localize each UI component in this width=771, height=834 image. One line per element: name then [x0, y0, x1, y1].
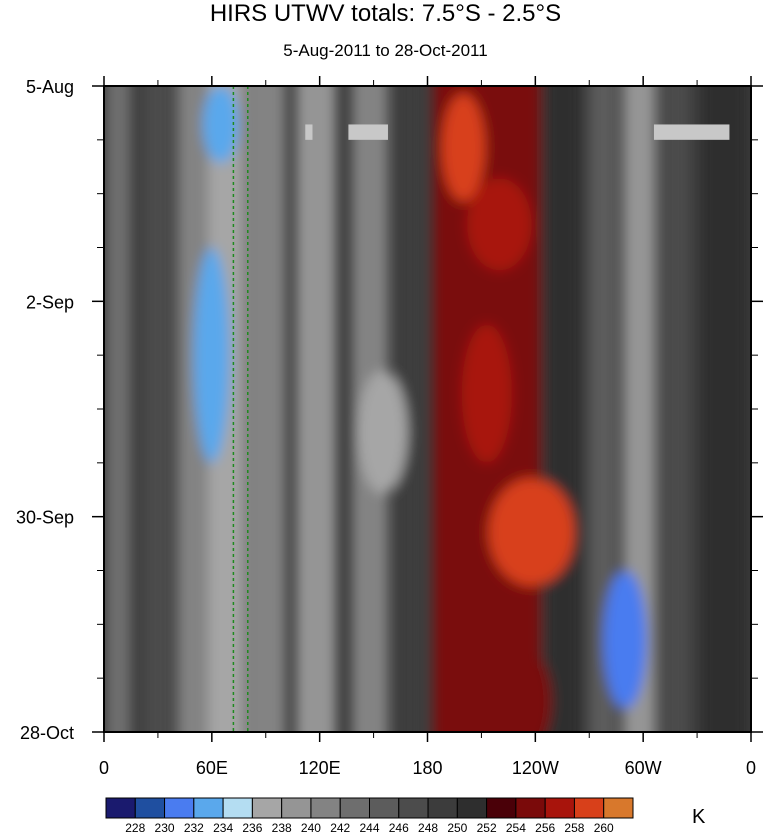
- chart-subtitle: 5-Aug-2011 to 28-Oct-2011: [283, 41, 488, 60]
- colorbar-label-260: 260: [594, 821, 614, 834]
- contour-field: [104, 86, 751, 732]
- x-tick-label-3: 180: [412, 758, 442, 778]
- colorbar-label-242: 242: [330, 821, 350, 834]
- colorbar-swatch-17: [603, 797, 634, 819]
- colorbar-swatch-13: [486, 797, 517, 819]
- field-band-5: [296, 86, 336, 732]
- field-anomaly-2: [461, 324, 512, 463]
- colorbar-swatch-9: [369, 797, 400, 819]
- colorbar-label-252: 252: [477, 821, 497, 834]
- x-tick-label-1: 60E: [196, 758, 228, 778]
- colorbar-swatch-14: [515, 797, 546, 819]
- field-anomaly-8: [357, 370, 408, 494]
- colorbar-swatch-3: [193, 797, 224, 819]
- colorbar-swatch-2: [164, 797, 195, 819]
- colorbar-swatch-0: [105, 797, 136, 819]
- colorbar-label-256: 256: [535, 821, 555, 834]
- colorbar-swatch-5: [251, 797, 283, 819]
- missing-data-patch-1: [348, 124, 388, 140]
- y-tick-label-2: 30-Sep: [16, 508, 74, 528]
- colorbar-swatch-7: [310, 797, 341, 819]
- colorbar-swatch-11: [427, 797, 458, 819]
- colorbar: 228 230 232 234 236 238 240 242 244 246 248 250 252 2…: [105, 797, 634, 834]
- colorbar-swatch-1: [134, 797, 166, 819]
- colorbar-label-258: 258: [564, 821, 584, 834]
- field-anomaly-3: [488, 478, 575, 586]
- colorbar-swatch-6: [281, 797, 312, 819]
- field-band-0: [105, 86, 131, 732]
- colorbar-label-236: 236: [242, 821, 262, 834]
- field-band-10: [544, 86, 581, 732]
- x-tick-label-2: 120E: [299, 758, 341, 778]
- x-tick-label-4: 120W: [512, 758, 559, 778]
- field-band-13: [661, 86, 690, 732]
- field-anomaly-7: [202, 86, 239, 163]
- y-tick-label-0: 5-Aug: [26, 77, 74, 97]
- colorbar-swatch-12: [456, 797, 488, 819]
- colorbar-swatch-16: [573, 797, 605, 819]
- field-anomaly-5: [193, 247, 230, 463]
- x-tick-label-6: 0: [746, 758, 756, 778]
- colorbar-unit: K: [692, 806, 706, 828]
- colorbar-label-248: 248: [418, 821, 438, 834]
- colorbar-label-240: 240: [301, 821, 321, 834]
- field-anomaly-0: [441, 93, 486, 202]
- colorbar-swatch-10: [398, 797, 429, 819]
- colorbar-label-238: 238: [272, 821, 292, 834]
- field-anomaly-1: [467, 178, 532, 271]
- field-anomaly-4: [494, 647, 552, 732]
- colorbar-label-254: 254: [506, 821, 526, 834]
- field-band-14: [700, 86, 748, 732]
- chart-title: HIRS UTWV totals: 7.5°S - 2.5°S: [209, 0, 562, 27]
- colorbar-label-228: 228: [125, 821, 145, 834]
- y-tick-label-3: 28-Oct: [20, 723, 74, 743]
- missing-data-patch-2: [653, 124, 730, 140]
- y-tick-label-1: 2-Sep: [26, 292, 74, 312]
- colorbar-label-246: 246: [389, 821, 409, 834]
- colorbar-label-244: 244: [359, 821, 379, 834]
- x-tick-label-5: 60W: [625, 758, 662, 778]
- colorbar-label-232: 232: [184, 821, 204, 834]
- colorbar-label-230: 230: [155, 821, 175, 834]
- colorbar-swatch-8: [339, 797, 371, 819]
- missing-data-patch-0: [305, 124, 313, 140]
- colorbar-label-250: 250: [447, 821, 467, 834]
- field-anomaly-6: [603, 570, 647, 709]
- colorbar-swatch-15: [544, 797, 575, 819]
- colorbar-swatch-4: [222, 797, 253, 819]
- field-band-1: [143, 86, 173, 732]
- colorbar-label-234: 234: [213, 821, 233, 834]
- field-band-4: [245, 86, 286, 732]
- x-tick-label-0: 0: [99, 758, 109, 778]
